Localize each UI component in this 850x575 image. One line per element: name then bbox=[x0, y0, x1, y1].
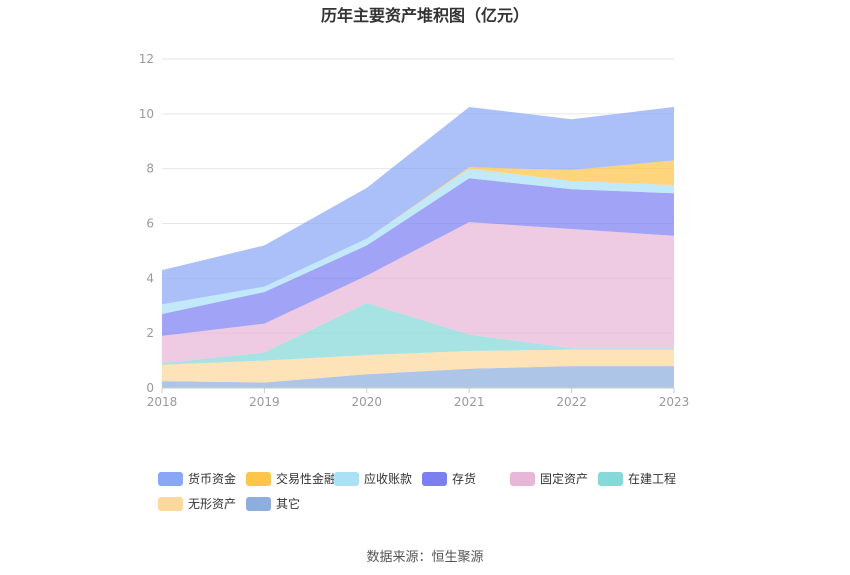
legend-swatch bbox=[422, 471, 447, 486]
data-source: 数据来源：恒生聚源 bbox=[366, 550, 484, 565]
legend-item[interactable]: 货币资金 bbox=[158, 470, 236, 487]
y-tick-label: 0 bbox=[146, 381, 154, 395]
area-2 bbox=[162, 303, 674, 365]
legend-label: 应收账款 bbox=[364, 472, 413, 486]
legend-swatch bbox=[158, 496, 183, 511]
area-0 bbox=[162, 366, 674, 388]
legend-swatch bbox=[598, 471, 623, 486]
legend-label: 货币资金 bbox=[188, 472, 237, 486]
x-tick-label: 2019 bbox=[249, 395, 280, 409]
legend-label: 其它 bbox=[276, 497, 301, 511]
legend-swatch bbox=[246, 496, 271, 511]
legend-swatch bbox=[246, 471, 271, 486]
y-tick-label: 4 bbox=[146, 271, 154, 285]
y-tick-label: 6 bbox=[146, 217, 154, 231]
legend-swatch bbox=[334, 471, 359, 486]
x-tick-label: 2020 bbox=[352, 395, 383, 409]
legend-swatch bbox=[158, 471, 183, 486]
y-tick-label: 12 bbox=[139, 52, 154, 66]
axes: 0 2 4 6 8 10 12 2018 2019 2020 2021 2022 2023 bbox=[139, 52, 690, 409]
area-3 bbox=[162, 222, 674, 364]
y-tick-label: 8 bbox=[146, 162, 154, 176]
x-tick-label: 2023 bbox=[659, 395, 690, 409]
legend-item[interactable]: 固定资产 bbox=[510, 470, 588, 487]
legend-label: 在建工程 bbox=[628, 472, 677, 486]
area-series bbox=[162, 107, 674, 388]
x-tick-label: 2021 bbox=[454, 395, 485, 409]
legend-label: 存货 bbox=[452, 472, 477, 486]
area-6 bbox=[162, 160, 674, 305]
chart-title: 历年主要资产堆积图（亿元） bbox=[320, 6, 529, 25]
y-tick-label: 2 bbox=[146, 326, 154, 340]
x-tick-label: 2022 bbox=[556, 395, 587, 409]
legend-item[interactable]: 应收账款 bbox=[334, 470, 412, 487]
area-1 bbox=[162, 349, 674, 383]
legend-label: 固定资产 bbox=[540, 472, 589, 486]
area-4 bbox=[162, 178, 674, 336]
legend-label: 无形资产 bbox=[188, 497, 237, 511]
y-tick-label: 10 bbox=[139, 107, 154, 121]
stacked-area-chart: 0 2 4 6 8 10 12 2018 2019 2020 2021 2022 2023 bbox=[139, 52, 690, 409]
legend-item[interactable]: 无形资产 bbox=[158, 495, 236, 512]
legend-item[interactable]: 在建工程 bbox=[598, 470, 676, 487]
x-tick-label: 2018 bbox=[147, 395, 178, 409]
area-7 bbox=[162, 107, 674, 305]
legend-item[interactable]: 其它 bbox=[246, 495, 300, 512]
area-5 bbox=[162, 168, 674, 314]
legend-item[interactable]: 存货 bbox=[422, 470, 476, 487]
legend-swatch bbox=[510, 471, 535, 486]
